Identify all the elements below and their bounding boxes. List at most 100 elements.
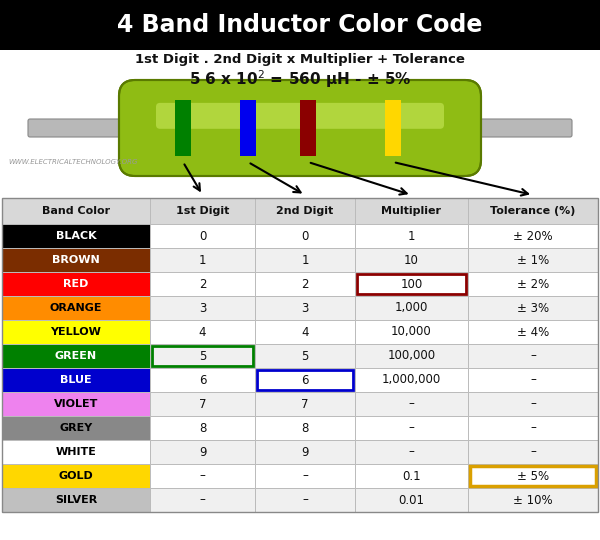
Bar — [468, 344, 598, 368]
Bar — [468, 416, 598, 440]
Text: –: – — [530, 349, 536, 362]
Text: 0: 0 — [199, 230, 206, 242]
Text: 0.1: 0.1 — [402, 469, 421, 483]
Bar — [468, 440, 598, 464]
Text: –: – — [302, 494, 308, 507]
Bar — [2, 248, 150, 272]
Text: 1,000,000: 1,000,000 — [382, 374, 441, 387]
Bar — [150, 296, 255, 320]
Bar — [2, 464, 150, 488]
Bar — [355, 320, 468, 344]
Bar — [255, 392, 355, 416]
Text: 1: 1 — [301, 253, 309, 267]
Text: 7: 7 — [199, 397, 206, 410]
Bar — [468, 488, 598, 512]
Bar — [355, 224, 468, 248]
Bar — [255, 224, 355, 248]
Bar — [468, 198, 598, 224]
Bar — [2, 320, 150, 344]
Text: –: – — [409, 446, 415, 458]
Text: 8: 8 — [301, 422, 308, 435]
Text: 7: 7 — [301, 397, 309, 410]
Bar — [468, 248, 598, 272]
Bar — [2, 198, 598, 512]
FancyBboxPatch shape — [453, 119, 572, 137]
Text: WHITE: WHITE — [56, 447, 97, 457]
Text: SILVER: SILVER — [55, 495, 97, 505]
Text: 0.01: 0.01 — [398, 494, 425, 507]
Bar — [255, 248, 355, 272]
Text: 5 6 x 10$^2$ = 560 μH - ± 5%: 5 6 x 10$^2$ = 560 μH - ± 5% — [189, 68, 411, 90]
Text: VIOLET: VIOLET — [54, 399, 98, 409]
Bar — [257, 370, 353, 390]
Text: 6: 6 — [301, 374, 309, 387]
Bar — [2, 440, 150, 464]
Bar — [255, 488, 355, 512]
Text: YELLOW: YELLOW — [50, 327, 101, 337]
Bar — [468, 392, 598, 416]
Text: ± 4%: ± 4% — [517, 326, 549, 339]
Text: ± 3%: ± 3% — [517, 301, 549, 314]
Bar — [2, 392, 150, 416]
Text: 3: 3 — [301, 301, 308, 314]
Bar — [150, 440, 255, 464]
Bar — [470, 466, 596, 486]
Bar — [150, 344, 255, 368]
Text: 6: 6 — [199, 374, 206, 387]
Text: 9: 9 — [199, 446, 206, 458]
Bar — [150, 464, 255, 488]
Text: 100: 100 — [400, 278, 422, 291]
Bar — [300, 100, 316, 156]
Bar — [355, 198, 468, 224]
Bar — [150, 272, 255, 296]
Text: ± 1%: ± 1% — [517, 253, 549, 267]
Text: –: – — [200, 494, 205, 507]
Bar — [175, 100, 191, 156]
Text: 1: 1 — [408, 230, 415, 242]
Bar — [2, 224, 150, 248]
Bar — [150, 416, 255, 440]
Text: BLACK: BLACK — [56, 231, 97, 241]
Text: –: – — [409, 397, 415, 410]
Text: Tolerance (%): Tolerance (%) — [490, 206, 575, 216]
Bar — [150, 320, 255, 344]
Text: 3: 3 — [199, 301, 206, 314]
Bar — [355, 272, 468, 296]
Text: –: – — [200, 469, 205, 483]
Bar — [150, 198, 255, 224]
Bar — [2, 488, 150, 512]
Text: –: – — [530, 397, 536, 410]
Text: 10,000: 10,000 — [391, 326, 432, 339]
Text: GREY: GREY — [59, 423, 92, 433]
Bar — [355, 296, 468, 320]
Bar — [150, 488, 255, 512]
Bar — [255, 198, 355, 224]
Text: 2: 2 — [301, 278, 309, 291]
Bar — [2, 296, 150, 320]
Bar — [255, 320, 355, 344]
Text: ORANGE: ORANGE — [50, 303, 102, 313]
Bar — [355, 464, 468, 488]
Text: 0: 0 — [301, 230, 308, 242]
Bar — [355, 416, 468, 440]
Bar — [255, 440, 355, 464]
Bar — [240, 100, 256, 156]
Bar — [0, 0, 600, 50]
Bar — [468, 368, 598, 392]
Bar — [255, 344, 355, 368]
Text: –: – — [530, 422, 536, 435]
Bar — [152, 346, 253, 366]
Bar — [2, 368, 150, 392]
Bar — [2, 198, 150, 224]
Bar — [355, 392, 468, 416]
Text: 1st Digit: 1st Digit — [176, 206, 229, 216]
Bar — [355, 248, 468, 272]
Bar — [150, 392, 255, 416]
Text: 2: 2 — [199, 278, 206, 291]
Text: GREEN: GREEN — [55, 351, 97, 361]
Bar — [355, 368, 468, 392]
Text: 1: 1 — [199, 253, 206, 267]
Bar — [468, 464, 598, 488]
FancyBboxPatch shape — [156, 103, 444, 129]
Text: ± 2%: ± 2% — [517, 278, 549, 291]
